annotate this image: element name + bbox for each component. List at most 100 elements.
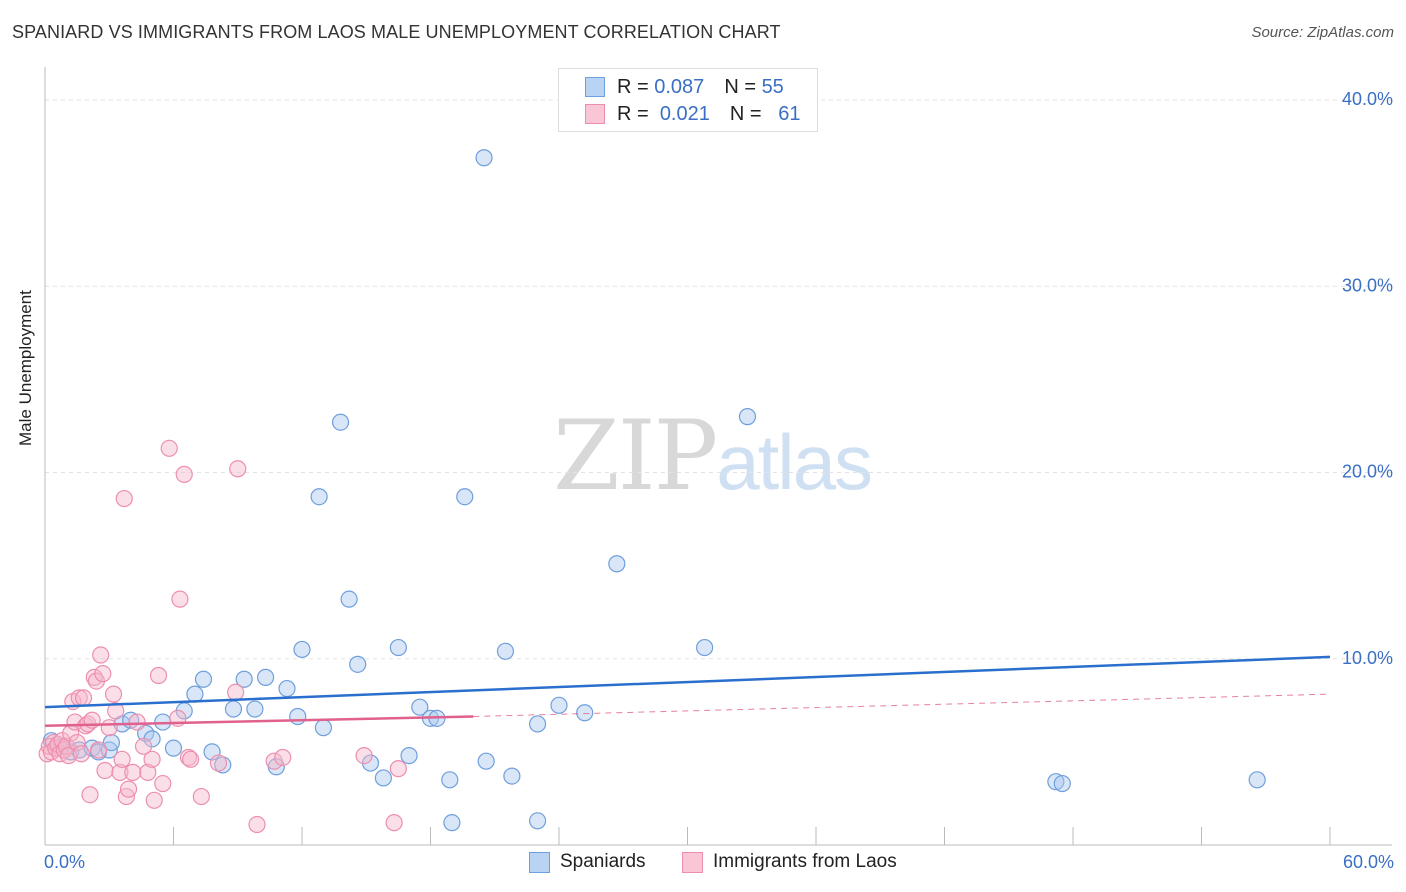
laos-point [115, 489, 133, 508]
spaniards-point [441, 771, 459, 789]
spaniards-point [496, 642, 515, 660]
laos-point [385, 814, 403, 832]
spaniards-point [102, 733, 120, 752]
chart-title: SPANIARD VS IMMIGRANTS FROM LAOS MALE UN… [12, 22, 781, 42]
laos-point [128, 713, 146, 731]
spaniards-point [443, 814, 461, 832]
laos-point [111, 763, 129, 781]
spaniards-point [696, 638, 714, 657]
spaniards-point [374, 769, 392, 787]
spaniards-point [528, 715, 547, 733]
spaniards-point [331, 413, 350, 431]
x-tick-max: 60.0% [1342, 852, 1394, 872]
laos-point [94, 665, 112, 683]
spaniards-point [349, 655, 367, 673]
spaniards-point [1248, 771, 1266, 789]
laos-point [72, 745, 91, 763]
laos-point [143, 750, 161, 768]
laos-point [107, 702, 125, 720]
laos-point [182, 750, 200, 768]
r-label: R = [617, 102, 649, 125]
spaniards-point [456, 488, 474, 506]
r-value: 0.087 [654, 75, 705, 98]
spaniards-point [475, 149, 493, 167]
spaniards-point [1047, 773, 1065, 791]
spaniards-point [224, 700, 243, 718]
laos-point [74, 689, 93, 707]
laos-point [89, 741, 108, 759]
laos-point [124, 763, 142, 781]
laos-point [248, 815, 266, 834]
laos-point [96, 761, 114, 780]
spaniards-point [314, 719, 333, 737]
laos-point [119, 780, 138, 798]
laos-point [355, 746, 373, 765]
spaniards-point [340, 590, 358, 608]
laos-point [265, 752, 283, 770]
y-tick-label: 10.0% [1342, 648, 1393, 668]
laos-legend-swatch [682, 851, 703, 873]
spaniards-point [289, 707, 307, 726]
laos-point [227, 683, 245, 701]
spaniards-point [400, 746, 418, 765]
r-label: R = [617, 75, 649, 98]
spaniards-point [278, 679, 296, 698]
spaniards-point [576, 704, 594, 722]
spaniards-point [1053, 774, 1071, 793]
spaniards-point [293, 640, 311, 659]
y-tick-label: 20.0% [1342, 462, 1393, 482]
spaniards-point [608, 555, 626, 573]
correlation-legend: R = 0.087 N = 55 R = 0.021 N = 61 [558, 68, 818, 132]
laos-point [149, 666, 168, 685]
laos-trend-extension [473, 693, 1331, 717]
y-tick-label: 40.0% [1342, 89, 1393, 109]
laos-point [68, 733, 86, 752]
spaniards-legend-swatch [529, 851, 550, 873]
legend-label: Immigrants from Laos [713, 851, 897, 872]
laos-point [209, 754, 228, 772]
spaniards-point [235, 670, 253, 688]
spaniards-point [503, 767, 521, 785]
spaniards-trend-line [44, 655, 1331, 709]
r-value: 0.021 [659, 102, 710, 125]
laos-point [160, 439, 178, 457]
watermark: ZIPatlas [553, 400, 873, 512]
laos-point [113, 750, 131, 768]
laos-point [229, 460, 247, 478]
legend-item-spaniards[interactable]: Spaniards [529, 851, 646, 873]
y-axis-label: Male Unemployment [16, 290, 35, 446]
n-value: 55 [761, 75, 784, 98]
laos-point [192, 787, 210, 806]
y-tick-label: 30.0% [1342, 275, 1393, 295]
spaniards-point [477, 752, 495, 770]
spaniards-point [186, 685, 204, 703]
spaniards-point [310, 488, 328, 506]
source-credit: Source: ZipAtlas.com [1251, 24, 1394, 41]
watermark-zip: ZIP [553, 400, 718, 512]
legend-item-laos[interactable]: Immigrants from Laos [682, 851, 897, 873]
laos-swatch [585, 104, 605, 124]
laos-point [171, 590, 189, 608]
laos-point [389, 760, 407, 778]
laos-point [134, 737, 153, 755]
watermark-atlas: atlas [716, 418, 873, 506]
spaniards-point [411, 698, 429, 716]
laos-point [104, 685, 123, 703]
laos-point [274, 748, 292, 767]
n-label: N = [724, 75, 756, 98]
spaniards-point [256, 668, 275, 686]
laos-point [145, 791, 163, 809]
spaniards-point [550, 696, 568, 714]
laos-point [154, 774, 172, 793]
n-label: N = [729, 102, 762, 125]
series-legend: Spaniards Immigrants from Laos [0, 851, 1406, 877]
spaniards-point [528, 812, 547, 830]
laos-trend-line [44, 715, 474, 728]
legend-label: Spaniards [560, 851, 646, 872]
spaniards-point [738, 408, 757, 426]
laos-point [92, 646, 110, 664]
n-value: 61 [778, 102, 801, 125]
legend-row-laos: R = 0.021 N = 61 [585, 101, 800, 127]
x-tick-min: 0.0% [44, 852, 86, 872]
